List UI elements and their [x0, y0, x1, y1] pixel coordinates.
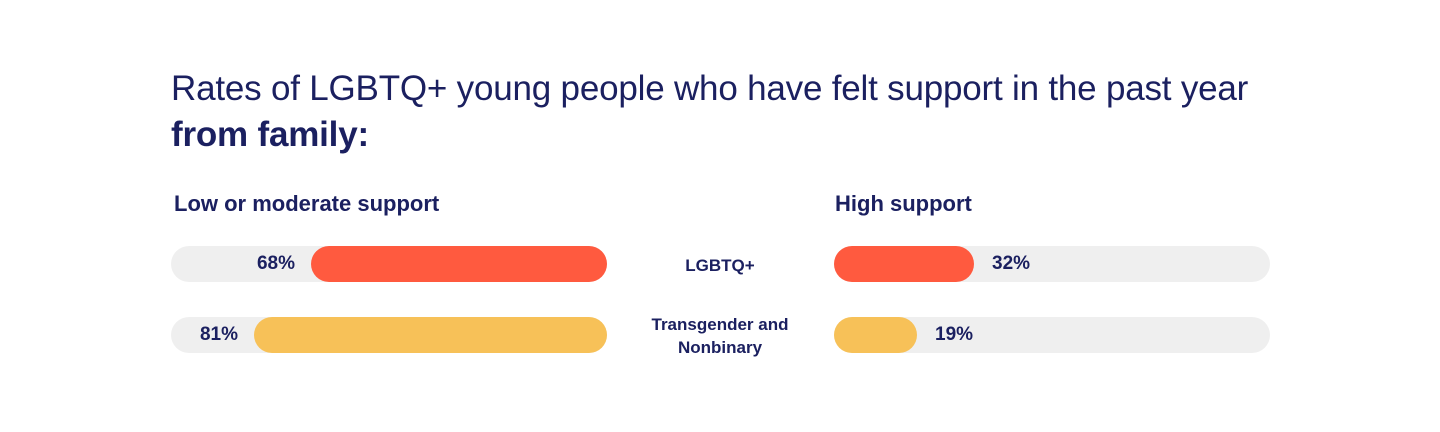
bar-low-lgbtq [311, 246, 607, 282]
bar-value-high-trans-nonbinary: 19% [935, 324, 974, 345]
bar-track-low-lgbtq: 68% [171, 246, 607, 282]
bar-high-trans-nonbinary [834, 317, 917, 353]
bar-high-lgbtq [834, 246, 974, 282]
bar-value-low-lgbtq: 68% [256, 253, 295, 274]
category-label-lgbtq: LGBTQ+ [685, 256, 755, 275]
panel-label-high: High support [835, 191, 972, 216]
bar-value-high-lgbtq: 32% [992, 253, 1031, 274]
chart-title-regular: Rates of LGBTQ+ young people who have fe… [171, 69, 1249, 108]
bar-track-high-lgbtq: 32% [834, 246, 1270, 282]
category-label-trans-nonbinary: Transgender and Nonbinary [620, 313, 820, 359]
chart-title-bold: from family: [171, 115, 369, 154]
bar-low-trans-nonbinary [254, 317, 607, 353]
panel-label-low-moderate: Low or moderate support [174, 191, 440, 216]
bar-track-high-trans-nonbinary: 19% [834, 317, 1270, 353]
chart-title: Rates of LGBTQ+ young people who have fe… [171, 66, 1271, 158]
bar-track-low-trans-nonbinary: 81% [171, 317, 607, 353]
category-label-trans-nonbinary-text: Transgender and Nonbinary [651, 315, 789, 357]
bar-value-low-trans-nonbinary: 81% [199, 324, 238, 345]
